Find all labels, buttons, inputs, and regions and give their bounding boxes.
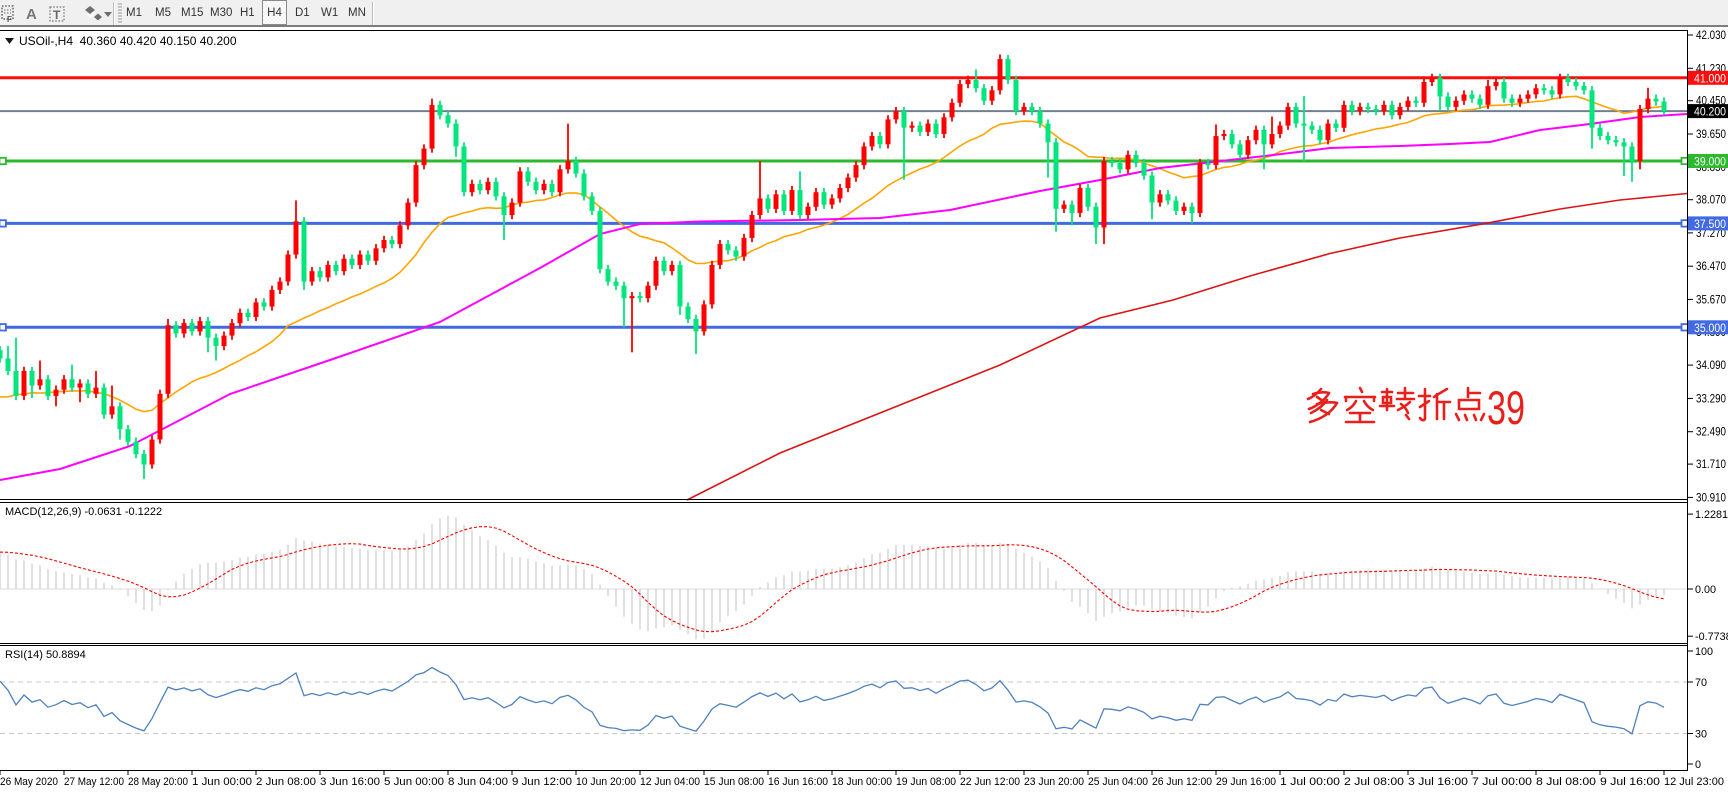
- svg-text:F: F: [7, 15, 12, 24]
- svg-text:39.000: 39.000: [1694, 157, 1726, 169]
- svg-text:22 Jun 12:00: 22 Jun 12:00: [960, 776, 1020, 788]
- svg-text:27 May 12:00: 27 May 12:00: [64, 776, 124, 788]
- svg-text:37.500: 37.500: [1694, 219, 1726, 231]
- svg-text:39.650: 39.650: [1696, 129, 1726, 141]
- svg-text:12 Jul 23:00: 12 Jul 23:00: [1664, 776, 1724, 788]
- svg-text:10 Jun 20:00: 10 Jun 20:00: [576, 776, 636, 788]
- svg-text:26 May 2020: 26 May 2020: [0, 776, 58, 788]
- svg-text:-0.7738: -0.7738: [1695, 631, 1728, 643]
- svg-text:26 Jun 12:00: 26 Jun 12:00: [1152, 776, 1212, 788]
- svg-text:1.2281: 1.2281: [1695, 509, 1728, 521]
- svg-text:MACD(12,26,9) -0.0631 -0.1222: MACD(12,26,9) -0.0631 -0.1222: [5, 506, 162, 518]
- svg-text:0.00: 0.00: [1695, 584, 1716, 596]
- svg-text:70: 70: [1695, 677, 1707, 689]
- svg-text:T: T: [53, 8, 61, 22]
- svg-text:1 Jul 00:00: 1 Jul 00:00: [1280, 776, 1340, 788]
- svg-text:12 Jun 04:00: 12 Jun 04:00: [640, 776, 700, 788]
- svg-text:28 May 20:00: 28 May 20:00: [128, 776, 188, 788]
- svg-text:7 Jul 00:00: 7 Jul 00:00: [1472, 776, 1532, 788]
- svg-text:25 Jun 04:00: 25 Jun 04:00: [1088, 776, 1148, 788]
- svg-text:100: 100: [1695, 646, 1713, 658]
- svg-text:38.070: 38.070: [1696, 195, 1726, 207]
- svg-text:USOil-,H4 40.360 40.420 40.15: USOil-,H4 40.360 40.420 40.150 40.200: [19, 34, 237, 48]
- svg-text:35.000: 35.000: [1694, 323, 1726, 335]
- svg-text:15 Jun 08:00: 15 Jun 08:00: [704, 776, 764, 788]
- svg-text:3 Jun 16:00: 3 Jun 16:00: [320, 776, 380, 788]
- svg-text:RSI(14) 50.8894: RSI(14) 50.8894: [5, 649, 86, 661]
- svg-text:8 Jul 08:00: 8 Jul 08:00: [1536, 776, 1596, 788]
- svg-text:16 Jun 16:00: 16 Jun 16:00: [768, 776, 828, 788]
- svg-text:32.490: 32.490: [1696, 427, 1726, 439]
- svg-text:37.270: 37.270: [1696, 228, 1726, 240]
- svg-text:42.030: 42.030: [1696, 30, 1726, 42]
- svg-text:0: 0: [1695, 759, 1701, 771]
- svg-text:1 Jun 00:00: 1 Jun 00:00: [192, 776, 252, 788]
- svg-text:29 Jun 16:00: 29 Jun 16:00: [1216, 776, 1276, 788]
- svg-text:36.470: 36.470: [1696, 261, 1726, 273]
- svg-text:40.200: 40.200: [1694, 107, 1726, 119]
- svg-text:8 Jun 04:00: 8 Jun 04:00: [448, 776, 508, 788]
- svg-text:35.670: 35.670: [1696, 294, 1726, 306]
- svg-text:34.090: 34.090: [1696, 360, 1726, 372]
- svg-text:2 Jun 08:00: 2 Jun 08:00: [256, 776, 316, 788]
- svg-text:5 Jun 00:00: 5 Jun 00:00: [384, 776, 444, 788]
- svg-text:41.000: 41.000: [1694, 73, 1726, 85]
- svg-text:18 Jun 00:00: 18 Jun 00:00: [832, 776, 892, 788]
- svg-text:33.290: 33.290: [1696, 393, 1726, 405]
- svg-text:2 Jul 08:00: 2 Jul 08:00: [1344, 776, 1404, 788]
- svg-text:23 Jun 20:00: 23 Jun 20:00: [1024, 776, 1084, 788]
- svg-text:9 Jul 16:00: 9 Jul 16:00: [1600, 776, 1660, 788]
- svg-text:30: 30: [1695, 729, 1707, 741]
- svg-text:A: A: [26, 6, 37, 23]
- svg-text:39: 39: [1487, 381, 1525, 434]
- svg-text:31.710: 31.710: [1696, 459, 1726, 471]
- svg-text:3 Jul 16:00: 3 Jul 16:00: [1408, 776, 1468, 788]
- svg-text:9 Jun 12:00: 9 Jun 12:00: [512, 776, 572, 788]
- svg-text:30.910: 30.910: [1696, 492, 1726, 504]
- svg-text:19 Jun 08:00: 19 Jun 08:00: [896, 776, 956, 788]
